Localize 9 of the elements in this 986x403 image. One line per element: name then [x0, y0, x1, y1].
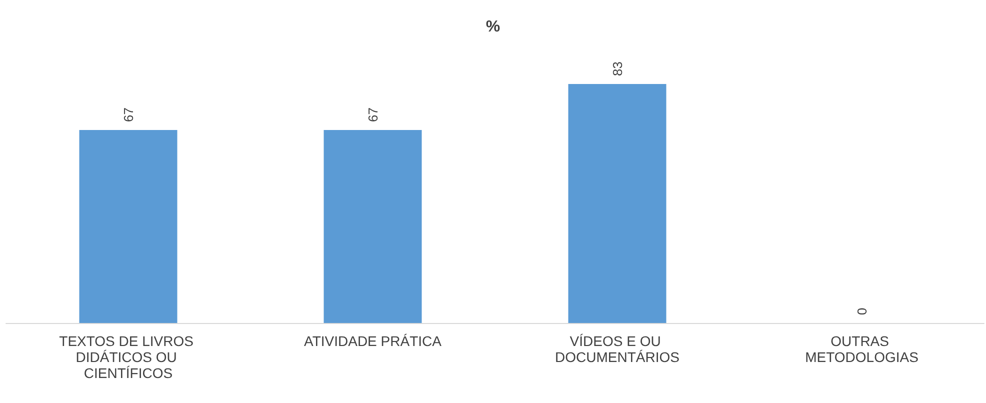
chart-title: %: [486, 18, 500, 36]
data-label: 83: [610, 61, 625, 76]
x-tick-label: OUTRAS METODOLOGIAS: [805, 333, 918, 365]
x-tick-label: TEXTOS DE LIVROS DIDÁTICOS OU CIENTÍFICOS: [59, 333, 198, 381]
data-label: 67: [365, 108, 380, 122]
data-label: 0: [854, 308, 870, 315]
data-label: 67: [120, 108, 136, 122]
x-tick-label: VÍDEOS E OU DOCUMENTÁRIOS: [555, 333, 680, 365]
x-tick-label: ATIVIDADE PRÁTICA: [304, 333, 442, 349]
